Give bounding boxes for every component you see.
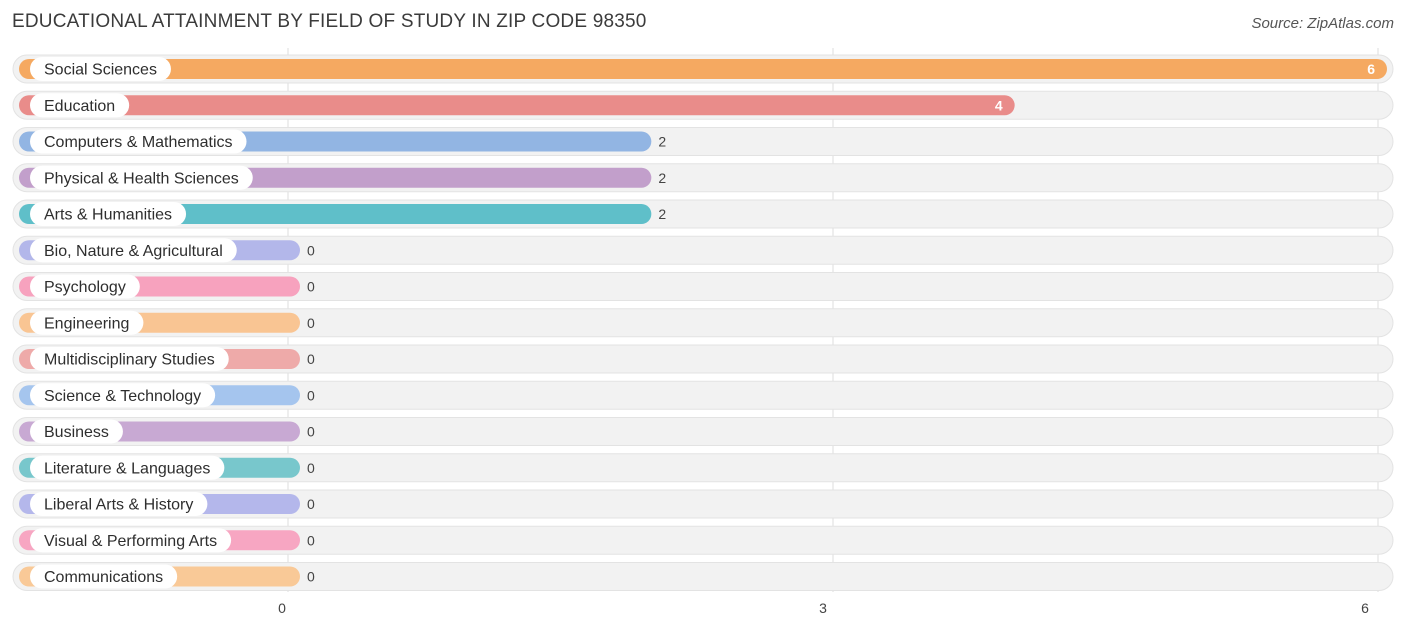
value-label: 2	[658, 206, 666, 222]
value-label: 0	[307, 569, 315, 585]
bar	[19, 59, 1387, 79]
row-background	[12, 344, 1394, 374]
category-label: Visual & Performing Arts	[44, 533, 217, 550]
row-background	[12, 417, 1394, 446]
value-label: 2	[658, 134, 666, 150]
category-label-background	[30, 492, 208, 516]
category-label-background	[30, 274, 140, 299]
value-label: 0	[307, 315, 315, 331]
value-label: 0	[307, 532, 315, 548]
chart-title: EDUCATIONAL ATTAINMENT BY FIELD OF STUDY…	[12, 11, 647, 32]
value-label: 0	[307, 242, 315, 258]
value-label: 0	[307, 424, 315, 440]
category-label-background	[30, 383, 216, 408]
x-tick-label: 3	[819, 600, 827, 616]
x-tick-label: 0	[278, 600, 286, 616]
category-label-background	[30, 129, 247, 154]
category-label-background	[30, 202, 187, 226]
row-background	[12, 272, 1394, 301]
category-label-background	[30, 564, 178, 589]
category-label-background	[30, 93, 130, 118]
category-label-background	[30, 455, 225, 480]
category-label: Multidisciplinary Studies	[44, 352, 215, 369]
category-label: Communications	[44, 569, 163, 586]
category-label: Psychology	[44, 279, 126, 296]
row-background	[12, 308, 1394, 338]
category-label: Physical & Health Sciences	[44, 170, 239, 187]
bar	[19, 95, 1015, 116]
value-label: 0	[307, 460, 315, 476]
category-label: Liberal Arts & History	[44, 497, 193, 514]
category-label: Education	[44, 98, 115, 115]
category-label: Arts & Humanities	[44, 207, 172, 224]
category-label: Computers & Mathematics	[44, 134, 233, 151]
x-tick-label: 6	[1361, 600, 1369, 616]
category-label-background	[30, 419, 123, 444]
row-background	[12, 453, 1394, 483]
source-label: Source: ZipAtlas.com	[1251, 15, 1394, 32]
category-label-background	[30, 165, 253, 190]
category-label: Literature & Languages	[44, 460, 210, 477]
row-background	[12, 562, 1394, 591]
category-label-background	[30, 238, 237, 263]
value-label: 0	[307, 387, 315, 403]
row-background	[12, 380, 1394, 410]
category-label: Engineering	[44, 315, 129, 332]
category-label: Business	[44, 424, 109, 441]
row-background	[12, 525, 1394, 555]
category-label: Science & Technology	[44, 388, 201, 405]
row-background	[12, 489, 1394, 519]
row-background	[12, 235, 1394, 265]
value-label: 0	[307, 279, 315, 295]
value-label: 4	[995, 97, 1003, 113]
value-label: 0	[307, 351, 315, 367]
value-label: 2	[658, 170, 666, 186]
category-label: Social Sciences	[44, 62, 157, 79]
category-label-background	[30, 310, 144, 335]
value-label: 0	[307, 496, 315, 512]
category-label-background	[30, 528, 232, 553]
category-label-background	[30, 57, 171, 81]
value-label: 6	[1367, 61, 1375, 77]
category-label-background	[30, 347, 229, 371]
category-label: Bio, Nature & Agricultural	[44, 243, 223, 260]
